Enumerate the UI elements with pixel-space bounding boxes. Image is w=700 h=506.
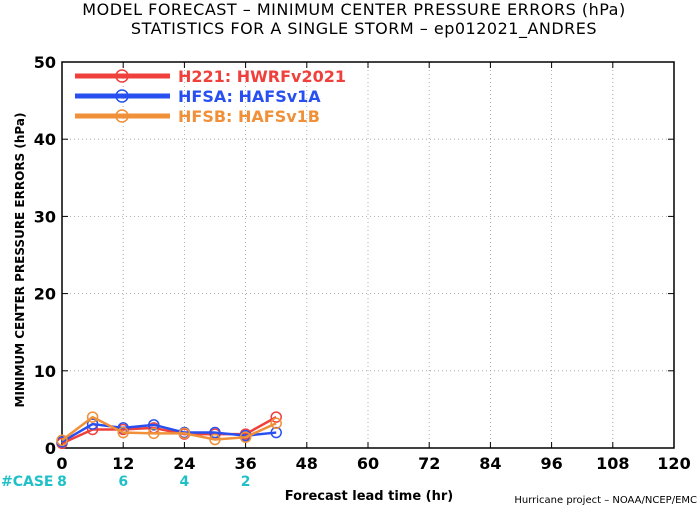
legend-marker	[115, 109, 129, 123]
series-group	[56, 411, 282, 447]
x-tick-label: 120	[657, 454, 690, 473]
x-tick-label: 72	[418, 454, 440, 473]
legend-label: HFSB: HAFSv1B	[178, 107, 320, 126]
y-tick-label: 50	[34, 53, 56, 72]
data-point	[270, 411, 282, 423]
y-tick-label: 30	[34, 207, 56, 226]
case-count-label: #CASE	[1, 474, 54, 490]
y-tick-label: 40	[34, 130, 56, 149]
data-point	[148, 419, 160, 431]
x-tick-label: 96	[540, 454, 562, 473]
credit-text: Hurricane project – NOAA/NCEP/EMC	[514, 495, 697, 506]
data-point	[86, 418, 99, 430]
tick-marks	[61, 61, 675, 449]
data-point	[209, 426, 221, 439]
data-point	[270, 417, 282, 430]
data-point	[239, 431, 252, 443]
data-point	[117, 426, 129, 439]
case-count: 4	[180, 474, 190, 490]
x-tick-label: 24	[173, 454, 195, 473]
case-count: 6	[118, 474, 128, 490]
case-count: 2	[241, 474, 251, 490]
x-tick-label: 12	[112, 454, 134, 473]
data-series	[56, 411, 282, 450]
legend-label: H221: HWRFv2021	[178, 67, 346, 86]
x-axis-label: Forecast lead time (hr)	[285, 489, 453, 504]
legend-marker	[115, 89, 129, 103]
y-tick-label: 10	[34, 362, 56, 381]
y-tick-label: 20	[34, 285, 56, 304]
legend-label: HFSA: HAFSv1A	[178, 87, 321, 106]
x-tick-label: 48	[296, 454, 318, 473]
y-axis-label: MINIMUM CENTER PRESSURE ERRORS (hPa)	[13, 113, 27, 408]
grid-lines	[62, 62, 674, 448]
x-tick-label: 0	[56, 454, 67, 473]
legend-marker	[115, 69, 129, 83]
data-point	[86, 411, 99, 423]
x-tick-label: 108	[596, 454, 629, 473]
x-tick-labels: 0 12 24 36 48 60 72 84 96 108 120	[56, 454, 690, 473]
data-point	[56, 434, 68, 447]
data-point	[148, 427, 160, 440]
y-tick-labels: 0 10 20 30 40 50	[34, 53, 56, 458]
case-counts: 8 6 4 2	[57, 474, 250, 490]
x-tick-label: 36	[234, 454, 256, 473]
x-tick-label: 60	[357, 454, 379, 473]
data-point	[209, 433, 221, 446]
x-tick-label: 84	[479, 454, 501, 473]
chart-title-line2: STATISTICS FOR A SINGLE STORM – ep012021…	[131, 19, 597, 39]
data-point	[178, 427, 191, 440]
chart-title-line1: MODEL FORECAST – MINIMUM CENTER PRESSURE…	[82, 0, 625, 19]
case-count: 8	[57, 474, 67, 490]
y-tick-label: 0	[45, 439, 56, 458]
